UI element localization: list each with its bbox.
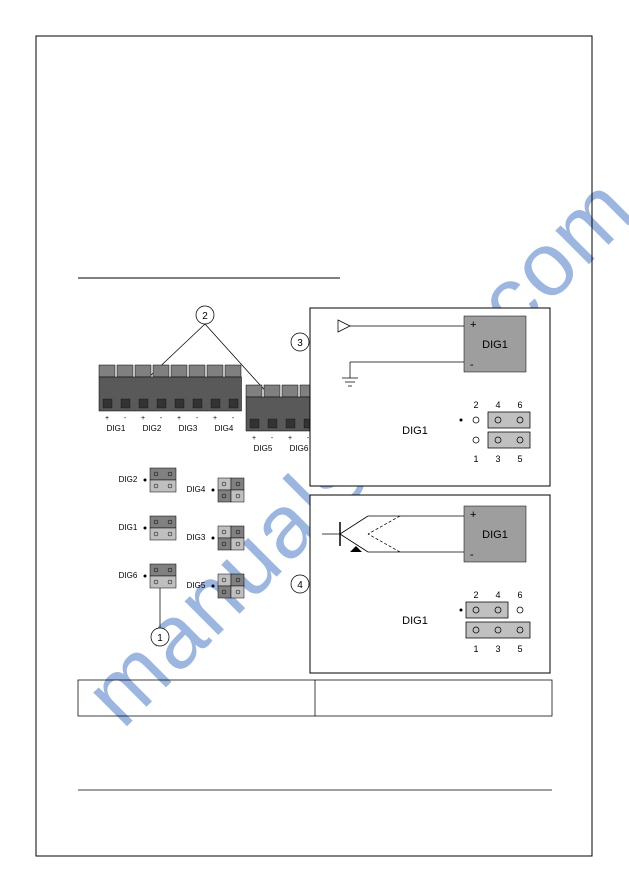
plus-label: + — [470, 509, 476, 521]
svg-text:4: 4 — [297, 580, 303, 591]
polarity-label: - — [271, 435, 274, 442]
polarity-label: - — [307, 435, 310, 442]
diagram-canvas: + - + - + - + - DIG1 DIG2 DIG3 DIG4 — [0, 0, 629, 893]
jumper-dig3: DIG3 — [187, 526, 244, 550]
jumper-label: DIG1 — [402, 615, 428, 627]
jumper-dig6: DIG6 — [119, 564, 176, 588]
jumper-label: DIG1 — [119, 523, 138, 532]
panel-bottom: DIG1 + - 2 4 6 1 3 5 — [310, 495, 550, 673]
connector-label: DIG2 — [143, 424, 162, 433]
minus-label: - — [470, 359, 474, 371]
jumper-label: DIG4 — [187, 485, 206, 494]
connector-label: DIG1 — [107, 424, 126, 433]
callout-3: 3 — [291, 333, 309, 351]
connector-block-b: + - + - DIG5 DIG6 — [246, 385, 318, 453]
polarity-label: - — [124, 415, 127, 422]
jumper-num: 6 — [517, 400, 522, 410]
jumper-num: 2 — [473, 400, 478, 410]
jumper-num: 4 — [495, 400, 500, 410]
connector-label: DIG6 — [290, 444, 309, 453]
connector-block-a: + - + - + - + - DIG1 DIG2 DIG3 DIG4 — [99, 365, 242, 433]
block-label: DIG1 — [482, 339, 508, 351]
callout-2: 2 — [196, 306, 214, 324]
polarity-label: + — [177, 415, 181, 422]
connector-label: DIG4 — [215, 424, 234, 433]
jumper-dig5: DIG5 — [187, 574, 244, 598]
svg-text:2: 2 — [202, 311, 208, 322]
jumper-num: 5 — [517, 454, 522, 464]
plus-label: + — [470, 319, 476, 331]
jumper-label: DIG5 — [187, 581, 206, 590]
jumper-num: 2 — [473, 590, 478, 600]
jumper-dig4: DIG4 — [187, 478, 244, 502]
connector-label: DIG3 — [179, 424, 198, 433]
jumper-label: DIG1 — [402, 425, 428, 437]
jumper-num: 1 — [473, 454, 478, 464]
jumper-num: 3 — [495, 644, 500, 654]
jumper-num: 6 — [517, 590, 522, 600]
connector-label: DIG5 — [254, 444, 273, 453]
jumper-num: 5 — [517, 644, 522, 654]
legend-table — [78, 680, 552, 716]
callout-1: 1 — [151, 628, 169, 646]
jumper-dig2: DIG2 — [119, 468, 176, 492]
jumper-label: DIG3 — [187, 533, 206, 542]
callout-4: 4 — [291, 575, 309, 593]
polarity-label: - — [232, 415, 235, 422]
svg-text:3: 3 — [297, 338, 303, 349]
panel-top: DIG1 + - 2 4 6 1 3 5 DIG1 — [310, 308, 550, 486]
polarity-label: + — [252, 435, 256, 442]
block-label: DIG1 — [482, 529, 508, 541]
polarity-label: + — [141, 415, 145, 422]
jumper-label: DIG2 — [119, 475, 138, 484]
svg-text:1: 1 — [157, 633, 163, 644]
jumper-dig1: DIG1 — [119, 516, 176, 540]
polarity-label: - — [196, 415, 199, 422]
polarity-label: + — [105, 415, 109, 422]
jumper-label: DIG6 — [119, 571, 138, 580]
jumper-num: 1 — [473, 644, 478, 654]
jumper-num: 4 — [495, 590, 500, 600]
jumper-num: 3 — [495, 454, 500, 464]
polarity-label: + — [288, 435, 292, 442]
polarity-label: + — [213, 415, 217, 422]
minus-label: - — [470, 549, 474, 561]
polarity-label: - — [160, 415, 163, 422]
